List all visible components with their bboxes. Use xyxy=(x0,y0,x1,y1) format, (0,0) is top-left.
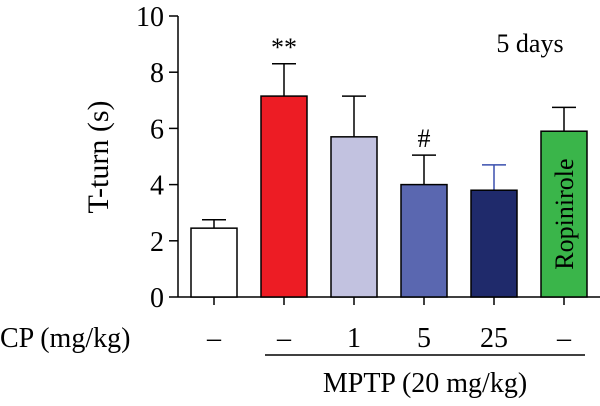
y-tick-label: 0 xyxy=(150,283,164,314)
bar xyxy=(260,95,308,298)
bar xyxy=(400,183,448,298)
y-axis-label: T-turn (s) xyxy=(82,100,115,213)
mptp-group-label: MPTP (20 mg/kg) xyxy=(323,368,527,399)
cp-dose-label: – xyxy=(206,323,222,354)
y-tick-label: 2 xyxy=(150,227,164,258)
cp-dose-label: 1 xyxy=(347,323,361,354)
cp-dose-label: 5 xyxy=(417,323,431,354)
x-category-labels: – – 1 5 25 – xyxy=(206,297,572,354)
bar-inner-label: Ropinirole xyxy=(550,158,579,269)
bar xyxy=(470,189,518,298)
y-tick-label: 8 xyxy=(150,58,164,89)
significance-marker: ** xyxy=(271,33,297,62)
significance-marker: # xyxy=(418,124,431,153)
cp-dose-label: – xyxy=(276,323,292,354)
bars: ** # Ropinirole xyxy=(190,33,588,298)
y-tick-label: 10 xyxy=(136,2,164,33)
y-tick-label: 6 xyxy=(150,114,164,145)
cp-dose-label: – xyxy=(556,323,572,354)
bar xyxy=(330,136,378,298)
bar xyxy=(190,227,238,298)
duration-annotation: 5 days xyxy=(496,29,563,58)
cp-row-label: CP (mg/kg) xyxy=(0,323,130,354)
y-axis: 0 2 4 6 8 10 xyxy=(136,2,600,314)
cp-dose-label: 25 xyxy=(480,323,508,354)
bar xyxy=(540,130,588,298)
y-tick-label: 4 xyxy=(150,171,164,202)
